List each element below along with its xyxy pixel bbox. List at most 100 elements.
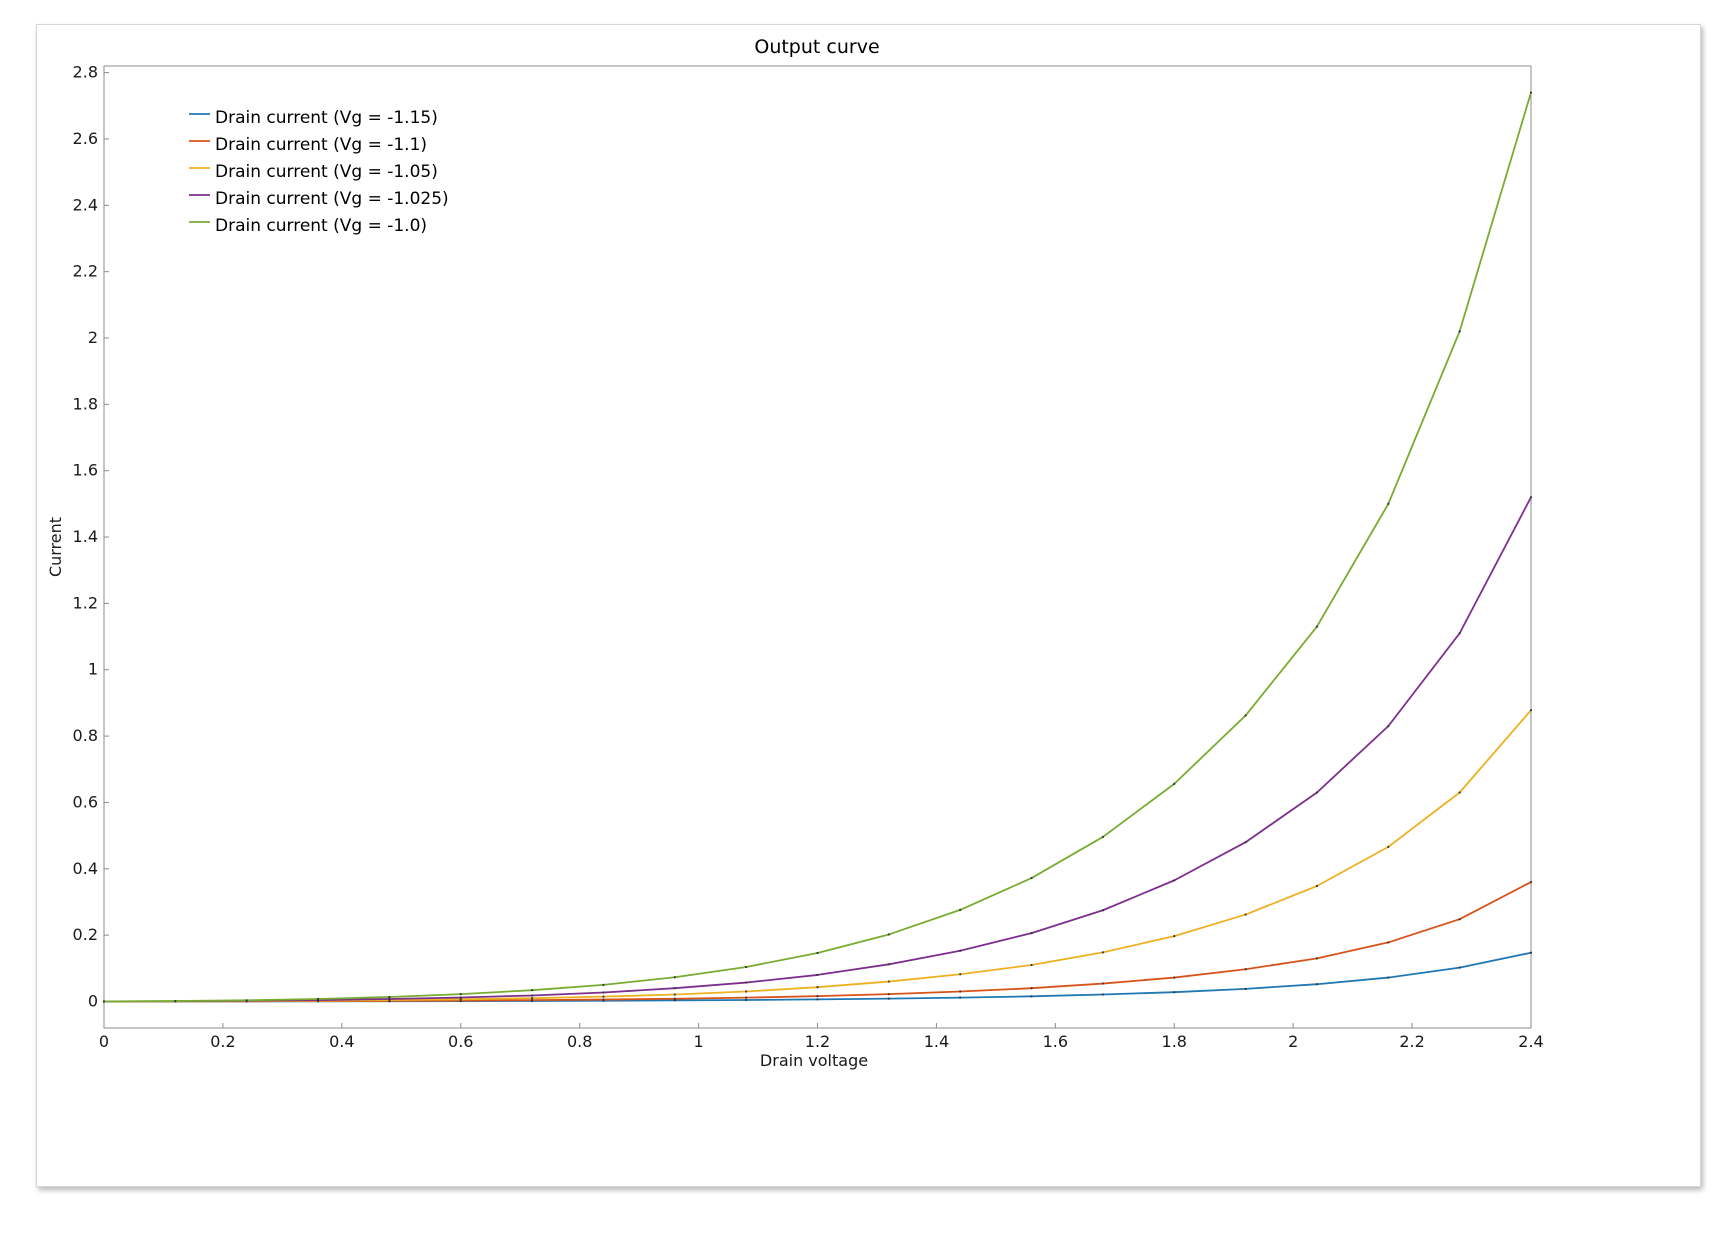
data-point [1387,941,1390,944]
data-point [1244,714,1247,717]
data-point [1315,957,1319,960]
legend-label: Drain current (Vg = -1.05) [215,162,438,182]
x-tick-label: 0.6 [448,1032,473,1051]
data-point [459,998,462,1001]
data-point [816,951,819,955]
data-point [316,997,320,1001]
data-point [1244,987,1247,990]
data-point [1173,991,1176,994]
data-point [1387,725,1390,728]
data-point [816,995,819,998]
data-point [1458,918,1461,921]
data-point [959,996,962,999]
data-point [959,908,962,912]
x-tick-label: 1 [693,1032,703,1051]
data-point [1030,995,1033,998]
data-point [531,989,534,992]
data-point [1529,496,1533,499]
data-point [388,997,391,1001]
data-point [673,997,676,1000]
y-tick-label: 0.8 [73,726,98,745]
data-point [1315,983,1319,986]
data-point [1173,782,1176,785]
y-tick-label: 1.2 [73,593,98,612]
data-point [602,998,605,1001]
data-point [602,983,605,986]
data-point [887,993,890,996]
data-point [1101,993,1104,996]
y-axis-title: Current [46,517,65,577]
legend-label: Drain current (Vg = -1.15) [215,108,438,128]
x-tick-label: 0 [99,1032,109,1051]
x-tick-label: 0.8 [567,1032,592,1051]
data-point [1101,982,1104,985]
data-point [102,1000,106,1003]
data-point [1458,791,1461,794]
x-tick-label: 0.4 [329,1032,354,1051]
y-tick-label: 2.4 [73,195,98,214]
x-tick-label: 2.2 [1399,1032,1424,1051]
data-point [174,999,177,1003]
data-point [602,991,605,994]
data-point [1173,976,1176,979]
y-tick-label: 0.4 [73,859,98,878]
data-point [816,986,819,989]
data-point [1173,935,1176,938]
data-point [1030,987,1033,990]
data-point [1030,932,1033,935]
data-point [887,963,890,966]
y-tick-label: 2 [88,328,98,347]
data-point [1529,951,1533,954]
data-point [388,995,391,999]
data-point [816,998,819,1001]
legend-label: Drain current (Vg = -1.1) [215,135,427,155]
x-tick-label: 0.2 [210,1032,235,1051]
data-point [959,949,962,952]
data-point [1173,879,1176,882]
data-point [1030,876,1033,880]
data-point [459,993,462,996]
y-tick-label: 2.6 [73,129,98,148]
data-point [887,997,890,1000]
y-tick-label: 1.6 [73,461,98,480]
y-tick-label: 1 [88,660,98,679]
data-point [673,993,676,996]
data-point [1529,91,1533,94]
legend-label: Drain current (Vg = -1.025) [215,189,449,209]
data-point [531,999,534,1002]
data-point [745,981,748,984]
data-point [745,990,748,993]
data-point [1244,968,1247,971]
x-ticks: 0 0.2 0.4 0.6 0.8 1 1.2 1.4 1.6 1.8 2 2.2 2.4 [99,1023,1544,1051]
legend-label: Drain current (Vg = -1.0) [215,216,427,236]
data-point [745,998,748,1002]
data-point [745,996,748,999]
data-point [959,973,962,976]
data-point [1030,963,1033,967]
x-tick-label: 2 [1288,1032,1298,1051]
data-point [745,965,748,969]
data-point [459,996,462,999]
y-tick-label: 1.8 [73,394,98,413]
y-tick-label: 0.2 [73,925,98,944]
x-tick-label: 1.4 [924,1032,949,1051]
data-point [1315,625,1319,628]
data-point [887,980,890,983]
data-point [1315,884,1319,888]
y-ticks: 0 0.2 0.4 0.6 0.8 1 1.2 1.4 1.6 1.8 2 2.2 2.4 2.6 2.8 [73,63,109,1010]
chart-panel: 0 0.2 0.4 0.6 0.8 1 1.2 1.4 1.6 1.8 2 2.2 2.4 0 0.2 0.… [36,24,1701,1187]
data-point [1529,880,1533,884]
data-point [1101,909,1104,912]
data-point [673,976,676,979]
x-tick-label: 1.6 [1043,1032,1068,1051]
y-tick-label: 0 [88,991,98,1010]
data-point [602,995,605,998]
data-point [1101,951,1104,954]
data-point [1244,913,1247,916]
plot-area [103,65,1532,1029]
chart-svg: 0 0.2 0.4 0.6 0.8 1 1.2 1.4 1.6 1.8 2 2.2 2.4 0 0.2 0.… [46,36,1544,1070]
data-point [1244,841,1247,844]
data-point [673,987,676,990]
data-point [1458,330,1461,333]
data-point [531,997,534,1000]
